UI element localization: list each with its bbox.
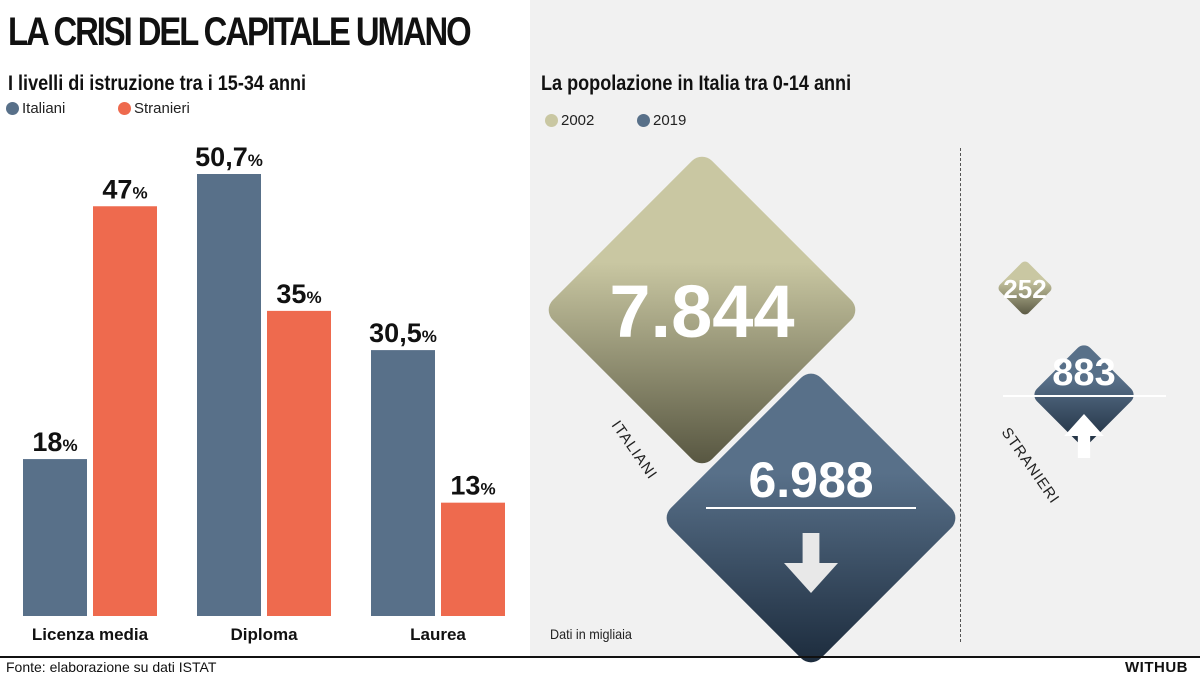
source-note: Fonte: elaborazione su dati ISTAT [6, 659, 217, 675]
value-number: 50,7 [195, 142, 248, 172]
diamond-italiani-2002 [548, 156, 856, 464]
education-chart-subtitle: I livelli di istruzione tra i 15-34 anni [8, 72, 307, 95]
bar-stranieri-2 [441, 502, 505, 616]
dashed-divider [960, 148, 961, 642]
education-legend-italiani: Italiani [6, 100, 65, 117]
footer-rule [0, 656, 1200, 658]
value-number: 18 [32, 427, 62, 457]
legend-label-italiani: Italiani [22, 100, 66, 117]
value-italiani-2002: 7.844 [609, 270, 794, 353]
value-number: 30,5 [369, 318, 422, 348]
bar-stranieri-1 [267, 310, 331, 616]
legend-label-2019: 2019 [653, 112, 687, 129]
down-arrow-icon [784, 533, 838, 593]
diamond-italiani-2019-shape [666, 373, 956, 663]
value-stranieri-2002: 252 [1003, 274, 1046, 304]
value-stranieri-2019: 883 [1052, 352, 1115, 394]
legend-label-stranieri: Stranieri [134, 100, 190, 117]
bar-value-label-stranieri-0: 47% [102, 174, 147, 204]
year-2019-legend-dot [637, 114, 650, 127]
category-label-2: Laurea [410, 625, 466, 644]
bar-value-label-italiani-0: 18% [32, 427, 77, 457]
value-percent-sign: % [306, 288, 321, 307]
value-number: 35 [276, 279, 306, 309]
bar-value-label-stranieri-1: 35% [276, 279, 321, 309]
page-title: LA CRISI DEL CAPITALE UMANO [8, 10, 472, 54]
value-percent-sign: % [62, 436, 77, 455]
legend-label-2002: 2002 [561, 112, 595, 129]
diamond-stranieri-2002 [998, 261, 1052, 315]
population-legend-2002: 2002 [545, 112, 594, 129]
up-arrow-icon [1064, 414, 1104, 458]
bar-italiani-0 [23, 459, 87, 616]
value-italiani-2019: 6.988 [748, 452, 873, 508]
value-percent-sign: % [248, 151, 263, 170]
units-note: Dati in migliaia [550, 626, 632, 642]
year-2002-legend-dot [545, 114, 558, 127]
value-percent-sign: % [480, 480, 495, 499]
label-italiani: ITALIANI [608, 418, 661, 483]
italiani-legend-dot [6, 102, 19, 115]
category-label-1: Diploma [230, 625, 298, 644]
population-chart-subtitle: La popolazione in Italia tra 0-14 anni [541, 72, 852, 95]
bar-value-label-stranieri-2: 13% [450, 471, 495, 501]
diamond-stranieri-2002-shape [998, 261, 1052, 315]
bar-italiani-2 [371, 350, 435, 616]
bar-stranieri-0 [93, 206, 157, 616]
diamond-italiani-2002-shape [548, 156, 856, 464]
value-number: 47 [102, 174, 132, 204]
value-number: 13 [450, 471, 480, 501]
bar-italiani-1 [197, 174, 261, 616]
value-percent-sign: % [132, 183, 147, 202]
label-stranieri: STRANIERI [998, 425, 1063, 508]
diamond-italiani-2019 [666, 373, 956, 663]
education-legend-stranieri: Stranieri [118, 100, 190, 117]
population-legend-2019: 2019 [637, 112, 686, 129]
category-label-0: Licenza media [32, 625, 149, 644]
stranieri-legend-dot [118, 102, 131, 115]
bar-value-label-italiani-2: 30,5% [369, 318, 437, 348]
value-percent-sign: % [422, 327, 437, 346]
bar-value-label-italiani-1: 50,7% [195, 142, 263, 172]
brand-logo: WITHUB [1125, 659, 1188, 676]
